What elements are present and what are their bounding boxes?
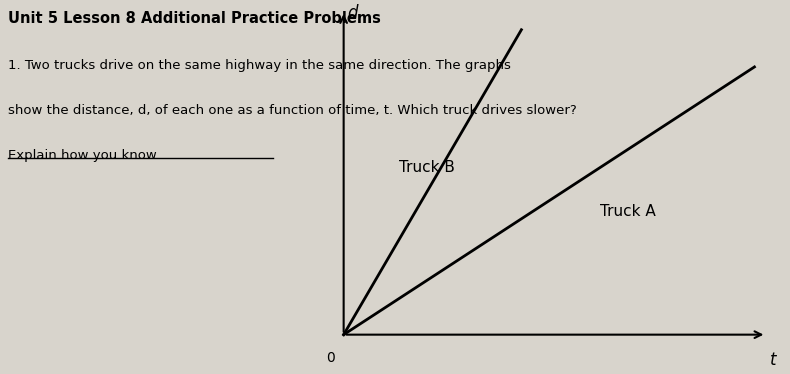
Text: t: t bbox=[770, 352, 777, 370]
Text: Unit 5 Lesson 8 Additional Practice Problems: Unit 5 Lesson 8 Additional Practice Prob… bbox=[8, 11, 381, 26]
Text: Explain how you know.: Explain how you know. bbox=[8, 149, 160, 162]
Text: show the distance, d, of each one as a function of time, t. Which truck drives s: show the distance, d, of each one as a f… bbox=[8, 104, 577, 117]
Text: Truck B: Truck B bbox=[399, 160, 455, 175]
Text: 1. Two trucks drive on the same highway in the same direction. The graphs: 1. Two trucks drive on the same highway … bbox=[8, 59, 511, 73]
Text: 0: 0 bbox=[326, 352, 335, 365]
Text: d: d bbox=[348, 4, 358, 22]
Text: Truck A: Truck A bbox=[600, 205, 656, 220]
